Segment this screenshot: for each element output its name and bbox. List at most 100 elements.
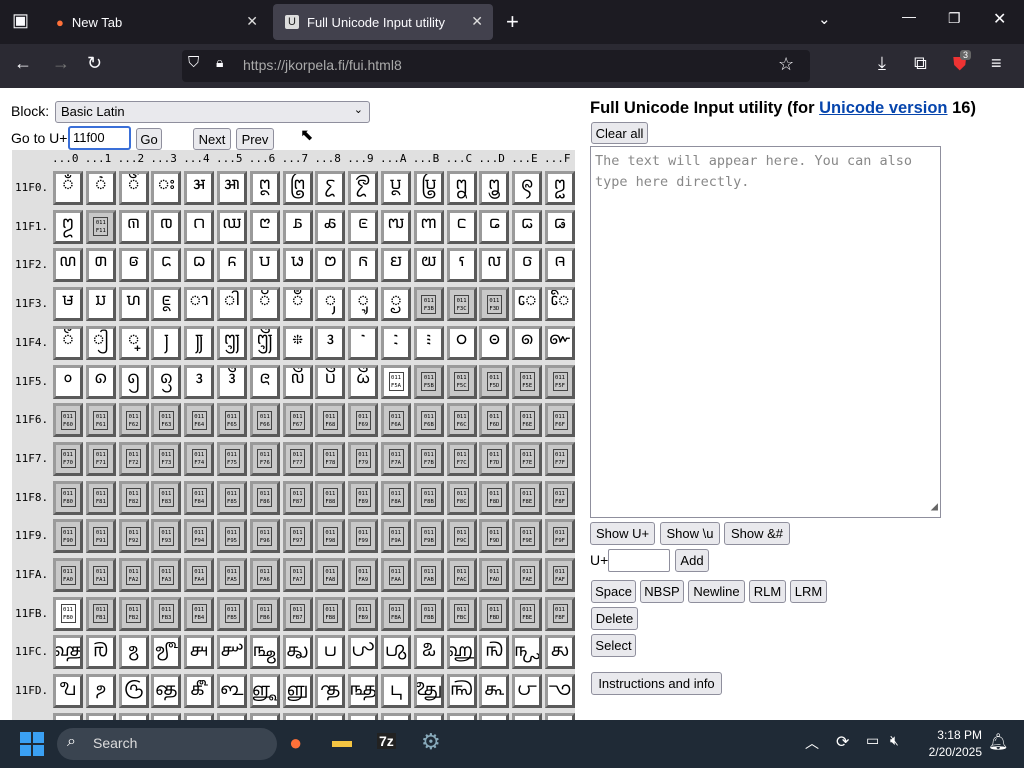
char-cell[interactable]: 𑽖 bbox=[249, 364, 280, 399]
char-cell[interactable]: 011 F8D bbox=[479, 480, 510, 515]
char-cell[interactable]: 𑼁 bbox=[85, 171, 116, 205]
char-cell[interactable]: 011 FA8 bbox=[315, 558, 346, 592]
char-cell[interactable]: 𑼾 bbox=[512, 287, 543, 322]
char-cell[interactable]: 𑼶 bbox=[249, 287, 280, 322]
char-cell[interactable]: 𑽘 bbox=[315, 364, 346, 399]
char-cell[interactable]: 𑿟 bbox=[545, 674, 575, 709]
char-cell[interactable]: 𑽒 bbox=[118, 364, 149, 399]
char-cell[interactable]: 011 F94 bbox=[184, 519, 215, 554]
char-cell[interactable]: 𑼘 bbox=[315, 209, 346, 244]
char-cell[interactable]: 𑼇 bbox=[282, 171, 313, 205]
char-cell[interactable]: 𑼭 bbox=[479, 248, 510, 283]
char-cell[interactable]: 011 F67 bbox=[282, 403, 313, 438]
lrm-button[interactable]: LRM bbox=[790, 580, 827, 603]
char-cell[interactable]: 𑿉 bbox=[348, 635, 379, 670]
char-cell[interactable]: 𑽈 bbox=[315, 325, 346, 360]
char-cell[interactable]: 011 F65 bbox=[217, 403, 247, 438]
char-cell[interactable]: 𑿋 bbox=[413, 635, 444, 670]
char-cell[interactable]: 011 F7A bbox=[381, 441, 411, 476]
char-cell[interactable] bbox=[249, 712, 280, 720]
char-cell[interactable]: 011 F8A bbox=[381, 480, 411, 515]
char-cell[interactable]: 𑼨 bbox=[315, 248, 346, 283]
char-cell[interactable]: 𑿌 bbox=[446, 635, 477, 670]
char-cell[interactable]: 011 F73 bbox=[151, 441, 182, 476]
char-cell[interactable] bbox=[512, 712, 543, 720]
char-cell[interactable]: 𑿐 bbox=[53, 674, 83, 709]
char-cell[interactable]: 011 F99 bbox=[348, 519, 379, 554]
char-cell[interactable] bbox=[413, 712, 444, 720]
char-cell[interactable]: 𑽐 bbox=[53, 364, 83, 399]
char-cell[interactable]: 011 FA5 bbox=[217, 558, 247, 592]
char-cell[interactable]: 𑼈 bbox=[315, 171, 346, 205]
url-bar[interactable]: ⛉ 🔒︎ https://jkorpela.fi/fui.html8 ☆ bbox=[182, 50, 810, 82]
char-cell[interactable]: 𑼙 bbox=[348, 209, 379, 244]
unicode-version-link[interactable]: Unicode version bbox=[819, 99, 948, 117]
char-cell[interactable]: 𑼕 bbox=[217, 209, 247, 244]
char-cell[interactable]: 𑼂 bbox=[118, 171, 149, 205]
tab-new-tab[interactable]: ● New Tab ✕ bbox=[44, 4, 268, 40]
char-cell[interactable]: 011 FBE bbox=[512, 596, 543, 631]
char-cell[interactable]: 011 FA3 bbox=[151, 558, 182, 592]
char-cell[interactable]: 𑽙 bbox=[348, 364, 379, 399]
char-cell[interactable]: 011 FA4 bbox=[184, 558, 215, 592]
char-cell[interactable]: 011 FA0 bbox=[53, 558, 83, 592]
back-icon[interactable]: ← bbox=[14, 53, 32, 73]
char-cell[interactable]: 011 F6D bbox=[479, 403, 510, 438]
char-cell[interactable]: 𑽋 bbox=[413, 325, 444, 360]
char-cell[interactable] bbox=[282, 712, 313, 720]
char-cell[interactable]: 𑽏 bbox=[545, 325, 575, 360]
char-cell[interactable]: 011 F9B bbox=[413, 519, 444, 554]
char-cell[interactable]: 𑼦 bbox=[249, 248, 280, 283]
char-cell[interactable]: 𑽓 bbox=[151, 364, 182, 399]
char-cell[interactable]: 𑼸 bbox=[315, 287, 346, 322]
next-button[interactable]: Next bbox=[193, 128, 231, 150]
char-cell[interactable]: 011 F71 bbox=[85, 441, 116, 476]
char-cell[interactable]: 011 FAD bbox=[479, 558, 510, 592]
char-cell[interactable]: 011 F82 bbox=[118, 480, 149, 515]
char-cell[interactable]: 011 F64 bbox=[184, 403, 215, 438]
char-cell[interactable]: 011 F5B bbox=[413, 364, 444, 399]
char-cell[interactable]: 𑽌 bbox=[446, 325, 477, 360]
char-cell[interactable]: 𑿀 bbox=[53, 635, 83, 670]
char-cell[interactable]: 011 F91 bbox=[85, 519, 116, 554]
char-cell[interactable]: 𑽁 bbox=[85, 325, 116, 360]
volume-muted-icon[interactable]: 🔇︎ bbox=[890, 732, 899, 748]
7zip-icon[interactable]: 7z bbox=[377, 733, 396, 749]
chevron-down-icon[interactable]: ⌄ bbox=[818, 11, 831, 28]
char-cell[interactable]: 011 FBA bbox=[381, 596, 411, 631]
char-cell[interactable]: 𑼤 bbox=[184, 248, 215, 283]
char-cell[interactable]: 011 F5F bbox=[545, 364, 575, 399]
char-cell[interactable]: 𑿊 bbox=[381, 635, 411, 670]
minimize-icon[interactable]: — bbox=[902, 8, 916, 24]
char-cell[interactable]: 011 F78 bbox=[315, 441, 346, 476]
add-button[interactable]: Add bbox=[675, 549, 709, 572]
char-cell[interactable]: 𑿞 bbox=[512, 674, 543, 709]
char-cell[interactable]: 011 F81 bbox=[85, 480, 116, 515]
char-cell[interactable]: 011 F3D bbox=[479, 287, 510, 322]
char-cell[interactable]: 𑼀 bbox=[53, 171, 83, 205]
char-cell[interactable]: 𑼪 bbox=[381, 248, 411, 283]
clock-time[interactable]: 3:18 PM bbox=[937, 728, 982, 742]
show-u-button[interactable]: Show U+ bbox=[590, 522, 655, 545]
char-cell[interactable]: 𑼐 bbox=[53, 209, 83, 244]
shield-icon[interactable]: ⛉ bbox=[188, 54, 200, 71]
char-cell[interactable]: 011 F6B bbox=[413, 403, 444, 438]
char-cell[interactable]: 𑿁 bbox=[85, 635, 116, 670]
char-cell[interactable]: 𑼷 bbox=[282, 287, 313, 322]
char-cell[interactable]: 𑼣 bbox=[151, 248, 182, 283]
char-cell[interactable]: 𑿔 bbox=[184, 674, 215, 709]
char-cell[interactable]: 011 F9D bbox=[479, 519, 510, 554]
char-cell[interactable]: 011 F8E bbox=[512, 480, 543, 515]
char-cell[interactable]: 011 F7B bbox=[413, 441, 444, 476]
go-button[interactable]: Go bbox=[136, 128, 162, 150]
char-cell[interactable]: 𑼗 bbox=[282, 209, 313, 244]
char-cell[interactable]: 011 F76 bbox=[249, 441, 280, 476]
char-cell[interactable]: 𑼡 bbox=[85, 248, 116, 283]
char-cell[interactable] bbox=[315, 712, 346, 720]
char-cell[interactable]: 𑼬 bbox=[446, 248, 477, 283]
char-cell[interactable]: 𑽅 bbox=[217, 325, 247, 360]
char-cell[interactable]: 011 F60 bbox=[53, 403, 83, 438]
char-cell[interactable]: 011 F9C bbox=[446, 519, 477, 554]
char-cell[interactable]: 011 F8C bbox=[446, 480, 477, 515]
char-cell[interactable]: 011 FB9 bbox=[348, 596, 379, 631]
